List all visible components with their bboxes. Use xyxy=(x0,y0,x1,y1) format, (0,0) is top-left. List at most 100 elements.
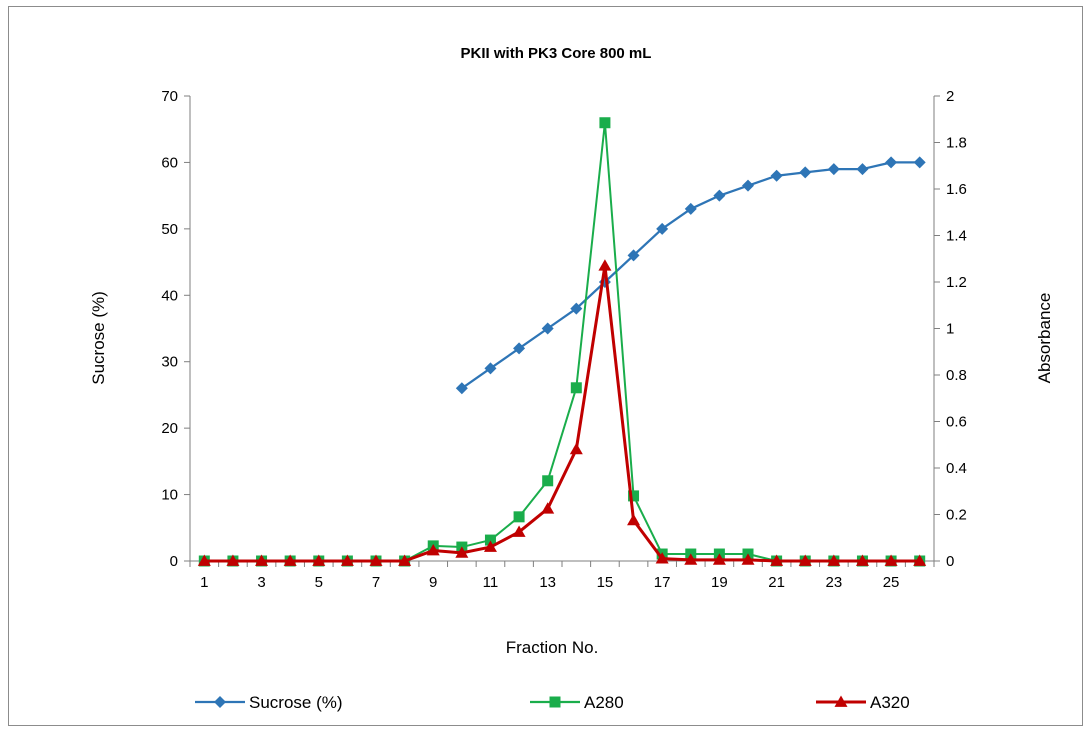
y2-tick-label: 1.4 xyxy=(946,228,967,245)
x-tick-label: 19 xyxy=(711,574,728,591)
data-point xyxy=(513,511,525,523)
y-tick-label: 20 xyxy=(161,420,178,437)
series-line xyxy=(204,121,920,562)
data-point xyxy=(484,362,497,375)
x-tick-label: 5 xyxy=(315,574,323,591)
data-point xyxy=(856,163,869,176)
data-point xyxy=(512,525,526,537)
x-tick-label: 13 xyxy=(539,574,556,591)
data-point xyxy=(885,156,898,169)
data-point xyxy=(513,342,526,355)
y2-tick-label: 2 xyxy=(946,88,954,105)
data-point xyxy=(770,554,784,566)
data-point xyxy=(369,554,383,566)
y-tick-label: 10 xyxy=(161,487,178,504)
data-point xyxy=(834,695,848,707)
data-point xyxy=(799,166,812,179)
y-tick-label: 40 xyxy=(161,287,178,304)
y-tick-label: 0 xyxy=(170,553,178,570)
data-point xyxy=(542,475,554,487)
y-tick-label: 30 xyxy=(161,354,178,371)
data-point xyxy=(684,553,698,565)
data-point xyxy=(570,382,582,394)
legend-item: A280 xyxy=(530,693,624,712)
data-point xyxy=(884,554,898,566)
data-point xyxy=(483,540,497,552)
y2-tick-label: 1.2 xyxy=(946,274,967,291)
data-point xyxy=(684,202,697,215)
x-tick-label: 3 xyxy=(257,574,265,591)
data-point xyxy=(827,163,840,176)
x-tick-label: 7 xyxy=(372,574,380,591)
series-line xyxy=(204,264,920,563)
data-point xyxy=(549,696,561,708)
x-tick-label: 15 xyxy=(597,574,614,591)
data-point xyxy=(827,554,841,566)
y2-tick-label: 1 xyxy=(946,321,954,338)
y-tick-label: 60 xyxy=(161,154,178,171)
y-tick-label: 70 xyxy=(161,88,178,105)
series-sucrose xyxy=(455,156,926,395)
data-point xyxy=(398,554,412,566)
legend-label: A320 xyxy=(870,693,910,712)
data-point xyxy=(770,169,783,182)
y2-tick-label: 0.2 xyxy=(946,507,967,524)
data-point xyxy=(197,554,211,566)
data-point xyxy=(214,696,226,708)
legend-item: Sucrose (%) xyxy=(195,693,343,712)
data-point xyxy=(628,490,640,502)
data-point xyxy=(226,554,240,566)
y2-axis-title: Absorbance xyxy=(1035,293,1054,384)
series-line xyxy=(461,161,920,390)
data-point xyxy=(455,546,469,558)
data-point xyxy=(570,302,583,315)
data-point xyxy=(627,249,640,262)
data-point xyxy=(712,553,726,565)
legend-label: A280 xyxy=(584,693,624,712)
data-point xyxy=(741,553,755,565)
legend-label: Sucrose (%) xyxy=(249,693,343,712)
y2-tick-label: 0.4 xyxy=(946,460,967,477)
data-point xyxy=(798,554,812,566)
data-point xyxy=(713,189,726,202)
data-point xyxy=(541,322,554,335)
y2-tick-label: 1.6 xyxy=(946,181,967,198)
data-point xyxy=(913,156,926,169)
data-point xyxy=(255,554,269,566)
y-axis-title: Sucrose (%) xyxy=(89,291,108,385)
axes: 0 10 20 30 40 50 60 70 0 0.2 0.4 0.6 0.8 1 1.2 1.4 1.6 1.… xyxy=(161,88,967,591)
data-point xyxy=(742,179,754,192)
chart-frame xyxy=(8,6,1083,726)
x-tick-label: 17 xyxy=(654,574,671,591)
chart-title: PKII with PK3 Core 800 mL xyxy=(461,45,652,62)
data-point xyxy=(913,554,927,566)
legend: Sucrose (%) A280 A320 xyxy=(195,693,910,712)
x-tick-label: 1 xyxy=(200,574,208,591)
legend-item: A320 xyxy=(816,693,910,712)
data-point xyxy=(340,554,354,566)
data-point xyxy=(627,513,641,526)
data-point xyxy=(598,259,612,271)
data-point xyxy=(656,222,669,235)
series-a320 xyxy=(197,259,927,566)
y2-tick-label: 1.8 xyxy=(946,135,967,152)
data-point xyxy=(569,442,583,455)
series-layer xyxy=(197,117,927,567)
data-point xyxy=(599,117,611,129)
y2-tick-label: 0.6 xyxy=(946,414,967,431)
x-tick-label: 25 xyxy=(883,574,900,591)
x-tick-label: 23 xyxy=(826,574,843,591)
series-a280 xyxy=(198,117,926,567)
data-point xyxy=(312,554,326,566)
x-tick-label: 9 xyxy=(429,574,437,591)
data-point xyxy=(283,554,297,566)
data-point xyxy=(855,554,869,566)
data-point xyxy=(426,544,440,556)
data-point xyxy=(484,534,496,546)
data-point xyxy=(655,552,669,564)
data-point xyxy=(541,502,555,514)
y2-tick-label: 0 xyxy=(946,553,954,570)
y-tick-label: 50 xyxy=(161,221,178,238)
data-point xyxy=(455,382,468,395)
